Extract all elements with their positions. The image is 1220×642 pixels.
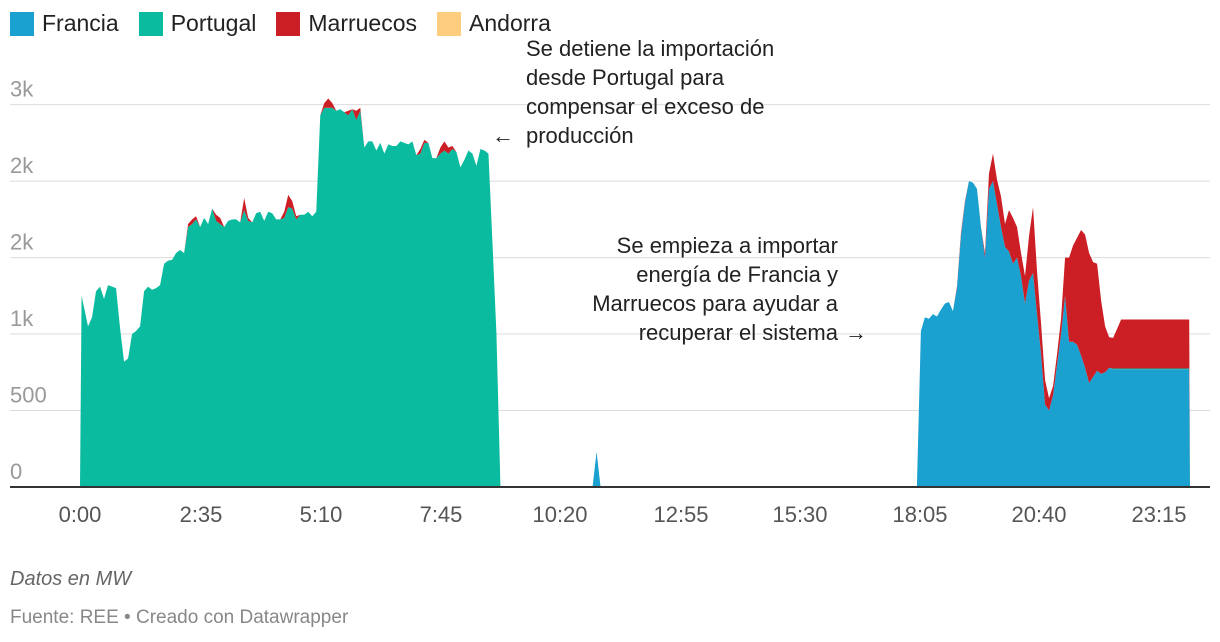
- y-tick-label: 2k: [10, 230, 34, 255]
- annotation-top-line: desde Portugal para: [526, 65, 725, 90]
- x-tick-label: 2:35: [180, 502, 223, 527]
- legend-swatch-portugal: [138, 11, 163, 36]
- y-tick-label: 0: [10, 459, 22, 484]
- legend-swatch-marruecos: [276, 11, 301, 36]
- legend-label-marruecos: Marruecos: [308, 10, 418, 36]
- annotation-top-line: producción: [526, 123, 634, 148]
- legend-item-francia: Francia: [10, 10, 119, 37]
- x-tick-label: 12:55: [653, 502, 708, 527]
- y-tick-label: 500: [10, 383, 47, 408]
- x-tick-label: 7:45: [420, 502, 463, 527]
- area-portugal: [80, 107, 1190, 488]
- legend-label-andorra: Andorra: [469, 10, 551, 36]
- area-francia: [80, 181, 1190, 487]
- x-tick-label: 10:20: [532, 502, 587, 527]
- legend-item-portugal: Portugal: [138, 10, 257, 37]
- annotation-top-line: Se detiene la importación: [526, 36, 774, 61]
- area-chart: 0 500 1k 2k 2k 3k 0:00 2:35 5:10 7:45 10:20 12:55 15…: [10, 36, 1210, 527]
- x-tick-label: 20:40: [1011, 502, 1066, 527]
- legend-label-francia: Francia: [42, 10, 119, 36]
- x-tick-label: 5:10: [300, 502, 343, 527]
- units-note: Datos en MW: [10, 568, 132, 590]
- annotation-mid-line: recuperar el sistema: [639, 320, 839, 345]
- annotation-mid-line: energía de Francia y: [636, 262, 838, 287]
- legend-item-andorra: Andorra: [437, 10, 551, 37]
- y-tick-label: 2k: [10, 153, 34, 178]
- annotation-mid-arrow: →: [845, 320, 867, 345]
- annotation-mid-line: Se empieza a importar: [617, 233, 838, 258]
- legend-item-marruecos: Marruecos: [276, 10, 417, 37]
- annotation-top-line: compensar el exceso de: [526, 94, 764, 119]
- legend-label-portugal: Portugal: [170, 10, 257, 36]
- source-credit: Fuente: REE • Creado con Datawrapper: [10, 607, 349, 628]
- legend-swatch-andorra: [437, 11, 462, 36]
- annotation-top-arrow: ←: [492, 123, 514, 148]
- x-tick-label: 15:30: [772, 502, 827, 527]
- x-tick-label: 18:05: [892, 502, 947, 527]
- x-tick-label: 0:00: [59, 502, 102, 527]
- legend: Francia Portugal Marruecos Andorra: [10, 10, 571, 37]
- area-francia-spike: [592, 451, 601, 487]
- y-tick-label: 3k: [10, 77, 34, 102]
- x-tick-label: 23:15: [1131, 502, 1186, 527]
- annotation-mid-line: Marruecos para ayudar a: [592, 291, 839, 316]
- legend-swatch-francia: [10, 11, 34, 36]
- y-tick-label: 1k: [10, 306, 34, 331]
